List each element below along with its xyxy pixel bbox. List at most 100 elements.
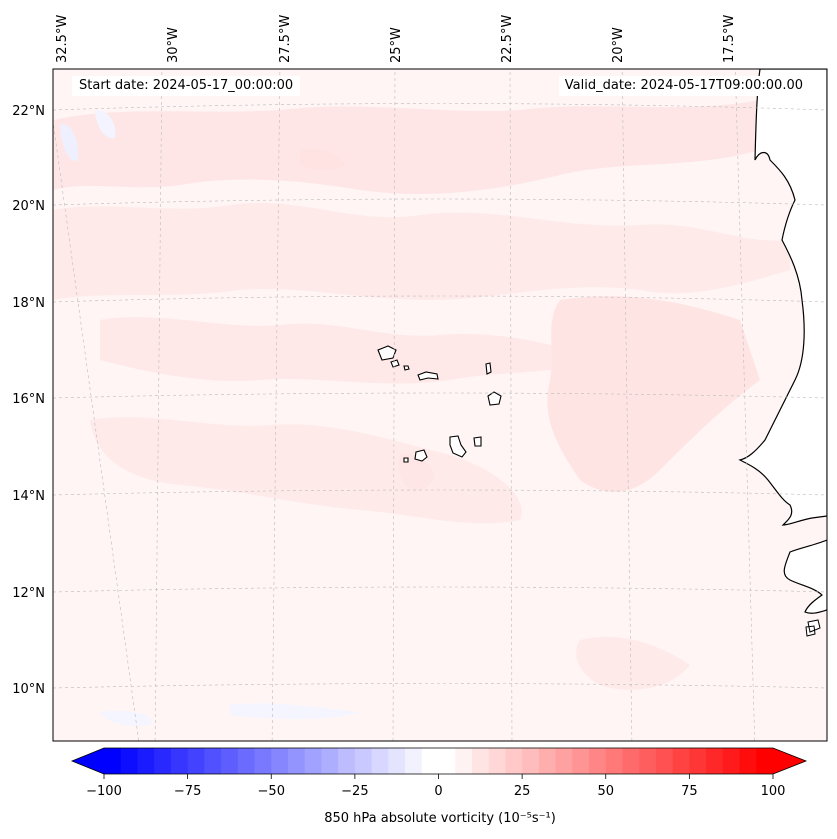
latitude-labels: 22°N 20°N 18°N 16°N 14°N 12°N 10°N [12,104,45,697]
latitude-label: 20°N [12,199,45,214]
colorbar-cell [455,748,473,774]
colorbar-cell [706,748,724,774]
colorbar-extend-low [72,748,104,774]
colorbar-cell [321,748,339,774]
latitude-label: 16°N [12,392,45,407]
colorbar-cell [572,748,590,774]
island-sao-nicolau [417,371,439,381]
island-fogo [414,449,428,462]
colorbar-cell [271,748,289,774]
longitude-label: 20°W [611,27,626,63]
colorbar-cell [672,748,690,774]
colorbar-cell [655,748,674,774]
colorbar-cell [405,748,423,774]
colorbar-tick-label: −75 [174,784,201,799]
vorticity-patch [300,148,345,171]
colorbar-tick-label: 0 [434,784,442,799]
vorticity-patch [53,100,760,195]
colorbar-cell [204,748,222,774]
colorbar-cell [304,748,323,774]
colorbar-cell [254,748,272,774]
colorbar-tick-label: 50 [597,784,614,799]
vorticity-patch [53,202,790,300]
start-date-label: Start date: 2024-05-17_00:00:00 [72,76,301,96]
colorbar-cell [589,748,607,774]
colorbar-tick-label: 75 [681,784,698,799]
colorbar-cell [421,748,440,774]
colorbar-cell [756,748,774,774]
colorbar-cell [187,748,205,774]
colorbar-cell [538,748,557,774]
island-maio [473,436,482,447]
latitude-label: 18°N [12,296,45,311]
vorticity-patch-negative [230,703,360,720]
colorbar-cell [170,748,189,774]
colorbar-tick-label: −100 [86,784,122,799]
colorbar: −100 −75 −50 −25 0 25 50 75 100 850 hPa absolute… [70,747,808,826]
vorticity-field [53,69,827,741]
colorbar-cell [488,748,506,774]
graticule [53,69,827,741]
island-santo-antao [377,345,397,361]
colorbar-cell [689,748,707,774]
colorbar-cell [354,748,373,774]
colorbar-tick-label: −25 [341,784,368,799]
latitude-label: 10°N [12,682,45,697]
longitude-label: 25°W [389,27,404,63]
island-sao-vicente [390,359,400,368]
latitude-label: 14°N [12,489,45,504]
colorbar-cell [471,748,490,774]
island-boa-vista [487,391,502,406]
vorticity-patch [100,317,600,384]
longitude-labels: 32.5°W 30°W 27.5°W 25°W 22.5°W 20°W 17.5°W [55,15,737,63]
island-brava [403,457,409,463]
longitude-label: 32.5°W [55,15,70,63]
colorbar-cell [739,748,757,774]
vorticity-patch-negative [100,710,152,726]
colorbar-cell [722,748,741,774]
colorbar-cell [505,748,523,774]
colorbar-cell [154,748,172,774]
colorbar-cell [371,748,389,774]
vorticity-patch [90,417,522,524]
colorbar-tick-label: 25 [514,784,531,799]
longitude-label: 22.5°W [500,15,515,63]
colorbar-cell [237,748,256,774]
colorbar-ticks: −100 −75 −50 −25 0 25 50 75 100 [86,774,785,799]
vorticity-patch-negative [95,109,116,139]
longitude-label: 27.5°W [278,15,293,63]
colorbar-cell [622,748,640,774]
island-santa-luzia [403,365,410,371]
valid-date-label: Valid_date: 2024-05-17T09:00:00.00 [558,76,809,96]
vorticity-patch-negative [60,124,79,161]
colorbar-cell [221,748,239,774]
latitude-label: 12°N [12,586,45,601]
colorbar-cell [338,748,356,774]
colorbar-cell [438,748,456,774]
bissagos-islands [805,619,821,637]
vorticity-patch [576,636,690,690]
island-sal [485,362,492,375]
colorbar-extend-high [773,748,806,774]
vorticity-patch [547,296,760,492]
island-santiago [449,435,467,458]
longitude-label: 30°W [166,27,181,63]
colorbar-cell [388,748,406,774]
africa-coastline-south [783,539,827,614]
colorbar-tick-label: −50 [258,784,285,799]
colorbar-cell [555,748,573,774]
colorbar-label: 850 hPa absolute vorticity (10⁻⁵s⁻¹) [324,811,556,826]
colorbar-cells [104,748,774,774]
colorbar-cell [522,748,540,774]
colorbar-tick-label: 100 [761,784,786,799]
vorticity-patch [397,453,435,491]
colorbar-cell [120,748,139,774]
longitude-label: 17.5°W [722,15,737,63]
colorbar-cell [104,748,122,774]
latitude-label: 22°N [12,104,45,119]
colorbar-cell [605,748,624,774]
colorbar-cell [287,748,306,774]
colorbar-cell [639,748,657,774]
africa-coastline [738,69,827,526]
